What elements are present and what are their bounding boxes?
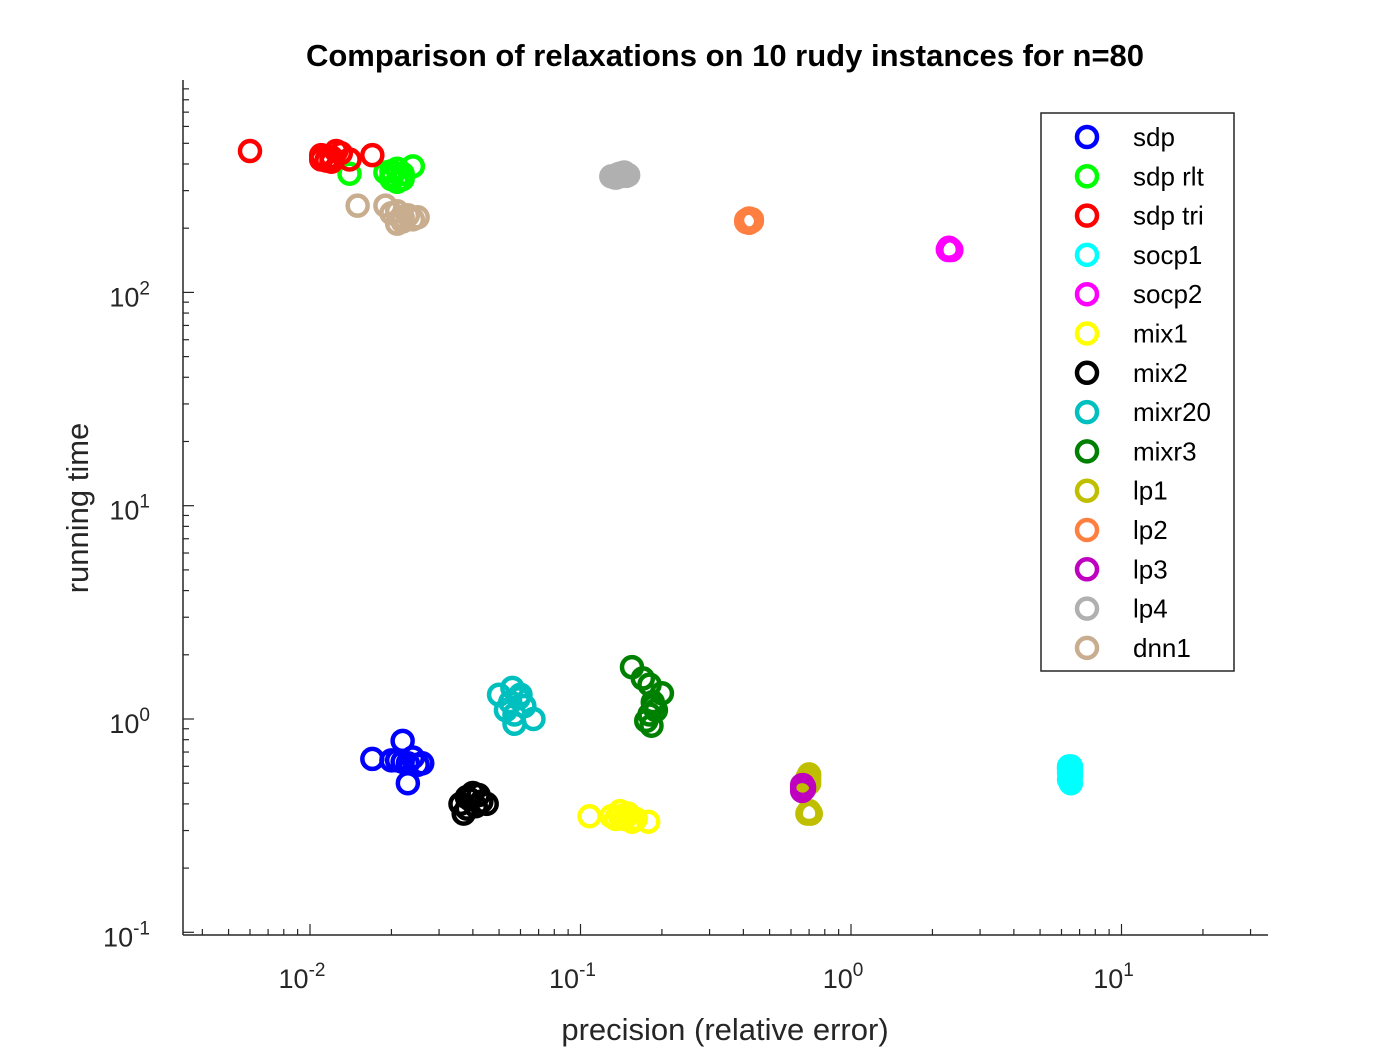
axes (182, 80, 1268, 936)
data-point (796, 798, 822, 824)
legend-marker (1074, 557, 1100, 582)
series-lp3 (789, 772, 817, 804)
legend-label: lp1 (1133, 476, 1168, 506)
legend-marker (1074, 635, 1100, 661)
x-tick-label: 100 (823, 960, 864, 994)
series-sdp (360, 728, 435, 796)
data-point (360, 142, 385, 168)
data-point (373, 160, 398, 185)
legend-label: socp2 (1133, 279, 1202, 309)
y-tick-labels: 10-1 100 101 102 (103, 278, 150, 952)
data-point (379, 201, 404, 226)
data-point (395, 770, 421, 796)
legend-marker (1074, 439, 1100, 464)
legend-marker (1074, 321, 1100, 346)
legend-marker (1074, 203, 1100, 228)
data-point (635, 809, 661, 834)
data-point (379, 748, 404, 773)
data-point (609, 160, 634, 186)
data-point (469, 789, 494, 814)
data-point (502, 711, 527, 737)
series-mixr3 (619, 654, 675, 738)
data-points (237, 138, 1084, 834)
data-point (641, 693, 666, 719)
data-point (937, 237, 963, 262)
y-tick-label: 10-1 (103, 918, 150, 952)
legend-label: mix1 (1133, 319, 1188, 349)
data-point (607, 804, 633, 829)
minor-ticks (183, 88, 1252, 935)
chart-title: Comparison of relaxations on 10 rudy ins… (306, 38, 1144, 73)
legend-marker (1074, 360, 1100, 386)
series-dnn1 (345, 193, 430, 236)
legend-marker (1074, 478, 1100, 503)
legend-marker (1074, 517, 1100, 543)
legend-marker (1074, 164, 1100, 189)
data-point (789, 774, 815, 800)
legend-label: sdp (1133, 122, 1175, 152)
x-tick-label: 101 (1093, 960, 1134, 994)
legend-label: lp3 (1133, 554, 1168, 584)
legend-marker (1074, 399, 1100, 425)
legend-box (1040, 112, 1235, 672)
x-axis-label: precision (relative error) (561, 1012, 888, 1047)
data-point (390, 749, 415, 775)
series-lp4 (599, 160, 641, 190)
series-socp2 (935, 235, 964, 263)
legend-marker (1074, 281, 1100, 307)
legend-label: dnn1 (1133, 633, 1191, 663)
data-point (512, 693, 537, 719)
legend-label: mixr3 (1133, 436, 1197, 466)
legend-label: socp1 (1133, 240, 1202, 270)
data-point (400, 207, 426, 232)
legend-marker (1074, 242, 1100, 268)
legend-marker (1074, 596, 1100, 621)
data-point (1056, 755, 1082, 781)
legend-label: mix2 (1133, 358, 1188, 388)
data-point (379, 166, 404, 192)
legend-items: sdp sdp rlt sdp tri socp1 socp2 mix1 mix2 mixr2… (1074, 122, 1211, 663)
y-tick-label: 102 (109, 278, 150, 312)
series-mix1 (577, 798, 661, 834)
x-tick-label: 10-2 (279, 960, 326, 994)
y-tick-label: 101 (109, 492, 150, 526)
data-point (577, 804, 602, 829)
legend-label: lp2 (1133, 515, 1168, 545)
legend-marker (1074, 124, 1100, 150)
legend: sdp sdp rlt sdp tri socp1 socp2 mix1 mix2 mixr2… (1040, 112, 1235, 672)
x-tick-labels: 10-2 10-1 100 101 (279, 960, 1134, 994)
data-point (736, 208, 762, 234)
series-sdp-rlt (337, 154, 426, 195)
y-axis-label: running time (60, 423, 95, 594)
data-point (314, 148, 339, 173)
legend-label: sdp rlt (1133, 161, 1205, 191)
data-point (237, 138, 263, 164)
legend-label: sdp tri (1133, 201, 1204, 231)
series-mix2 (448, 780, 499, 826)
y-tick-label: 100 (109, 705, 150, 739)
data-point (345, 193, 370, 218)
legend-label: lp4 (1133, 594, 1168, 624)
legend-label: mixr20 (1133, 397, 1211, 427)
x-tick-label: 10-1 (549, 960, 596, 994)
series-lp2 (734, 206, 765, 236)
data-point (630, 666, 656, 691)
series-sdp-tri (237, 138, 385, 174)
data-point (337, 161, 362, 186)
series-mixr20 (486, 675, 546, 737)
series-socp1 (1056, 754, 1084, 796)
